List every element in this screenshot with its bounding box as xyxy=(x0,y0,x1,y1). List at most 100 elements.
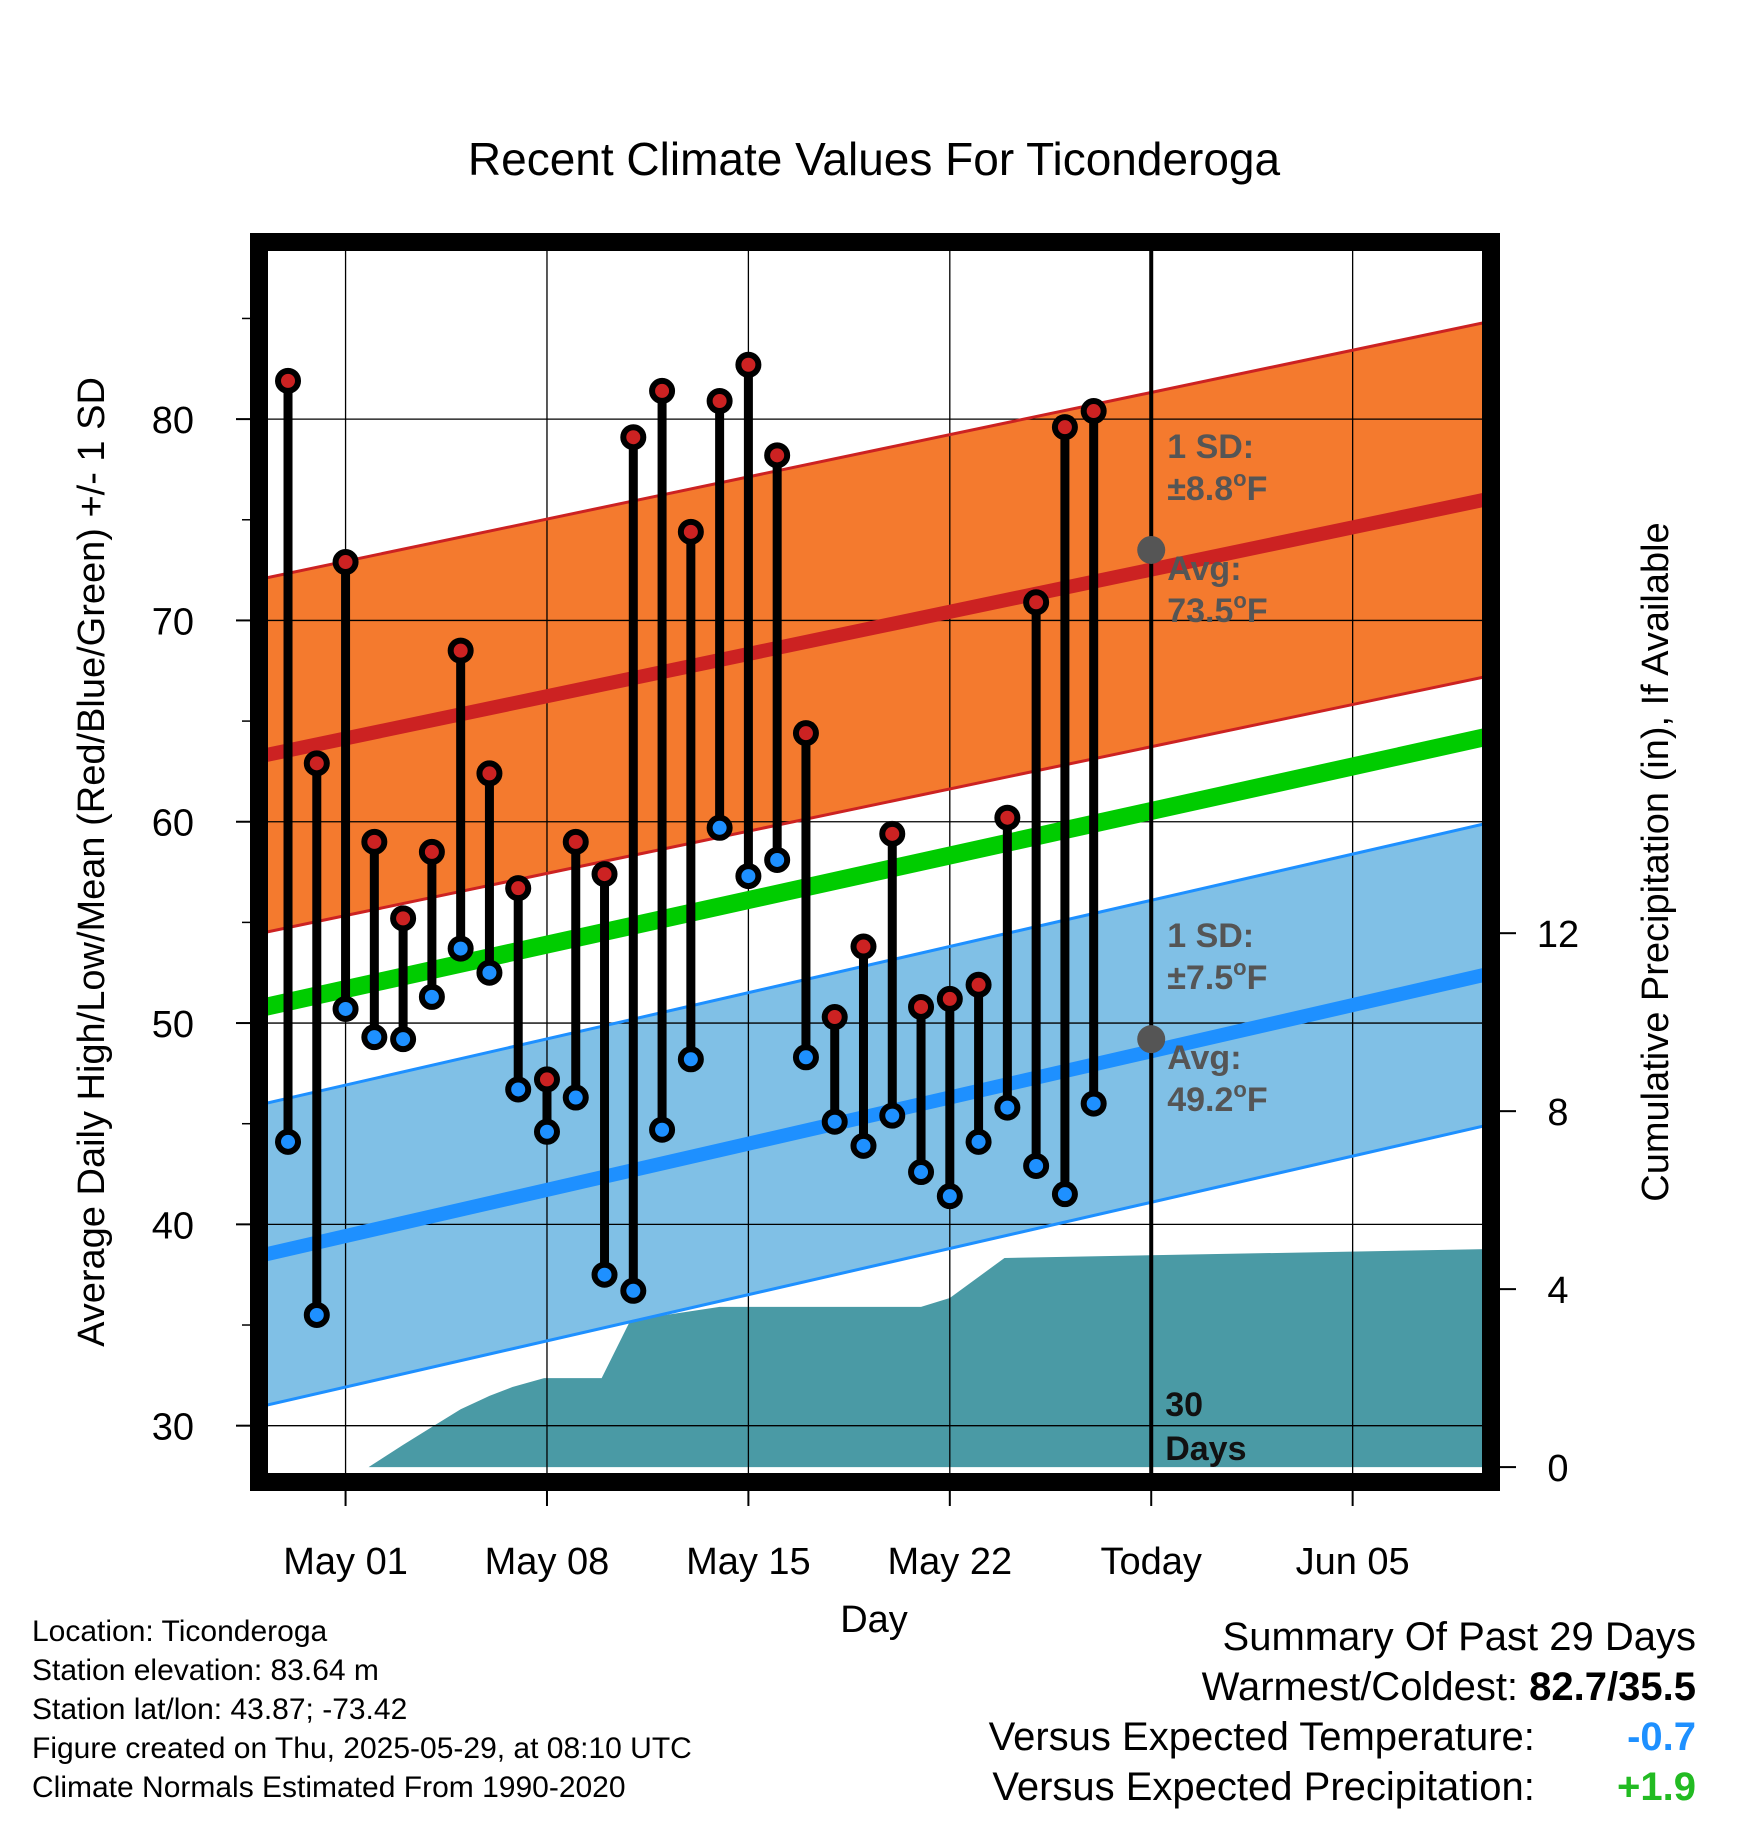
normals-text: Climate Normals Estimated From 1990-2020 xyxy=(32,1771,626,1804)
low-sd-value: ±7.5oF xyxy=(1167,955,1267,997)
daily-low-point xyxy=(649,1116,676,1143)
daily-low-point xyxy=(505,1076,532,1103)
precip-departure-label: Versus Expected Precipitation: xyxy=(992,1765,1535,1809)
y-tick-label: 40 xyxy=(152,1205,194,1247)
y2-axis-label: Cumulative Precipitation (in), If Availa… xyxy=(1635,522,1677,1201)
y2-tick-label: 12 xyxy=(1537,914,1579,956)
daily-low-point xyxy=(447,935,474,962)
daily-low-point xyxy=(620,1277,647,1304)
daily-high-point xyxy=(591,861,618,888)
plot-frame xyxy=(250,233,1500,1491)
daily-low-point xyxy=(275,1128,302,1155)
y-tick-label: 50 xyxy=(152,1004,194,1046)
daily-low-point xyxy=(361,1024,388,1051)
high-avg-value: 73.5oF xyxy=(1167,588,1267,630)
daily-high-point xyxy=(936,985,963,1012)
daily-low-point xyxy=(562,1084,589,1111)
high-avg-label: Avg: xyxy=(1167,550,1241,588)
created-text: Figure created on Thu, 2025-05-29, at 08… xyxy=(32,1732,692,1765)
location-text: Location: Ticonderoga xyxy=(32,1615,328,1648)
daily-high-point xyxy=(965,971,992,998)
low-avg-value: 49.2oF xyxy=(1167,1077,1267,1119)
daily-high-point xyxy=(390,905,417,932)
y-tick-label: 30 xyxy=(152,1407,194,1449)
low-avg-label: Avg: xyxy=(1167,1039,1241,1077)
daily-low-point xyxy=(792,1044,819,1071)
daily-high-point xyxy=(562,828,589,855)
daily-high-point xyxy=(620,424,647,451)
chart-title: Recent Climate Values For Ticonderoga xyxy=(468,133,1281,185)
daily-low-point xyxy=(908,1159,935,1186)
daily-low-point xyxy=(332,995,359,1022)
y2-tick-label: 8 xyxy=(1547,1092,1568,1134)
avg-mean-line xyxy=(265,728,1485,1016)
daily-high-point xyxy=(447,637,474,664)
daily-high-point xyxy=(879,820,906,847)
daily-high-point xyxy=(332,549,359,576)
daily-high-point xyxy=(275,367,302,394)
daily-high-point xyxy=(649,377,676,404)
daily-high-point xyxy=(792,720,819,747)
x-tick-label: May 01 xyxy=(283,1541,408,1583)
daily-low-point xyxy=(476,959,503,986)
precip-departure-value: +1.9 xyxy=(1617,1765,1696,1809)
high-band-lower-edge xyxy=(265,675,1485,934)
avg-low-line xyxy=(265,967,1485,1262)
y2-tick-label: 4 xyxy=(1547,1270,1568,1312)
today-high-marker xyxy=(1137,535,1166,564)
daily-high-point xyxy=(1023,589,1050,616)
daily-high-point xyxy=(361,828,388,855)
daily-low-point xyxy=(418,983,445,1010)
x-axis-label: Day xyxy=(840,1599,908,1641)
warmest-coldest-value: 82.7/35.5 xyxy=(1529,1665,1696,1709)
daily-high-point xyxy=(706,387,733,414)
high-sd-value: ±8.8oF xyxy=(1167,466,1267,508)
daily-high-point xyxy=(908,993,935,1020)
daily-high-point xyxy=(418,838,445,865)
daily-low-point xyxy=(936,1183,963,1210)
daily-low-point xyxy=(591,1261,618,1288)
summary-panel: Summary Of Past 29 Days Warmest/Coldest:… xyxy=(989,1612,1696,1812)
daily-low-point xyxy=(821,1108,848,1135)
daily-low-point xyxy=(1051,1181,1078,1208)
summary-warmest-coldest: Warmest/Coldest: 82.7/35.5 xyxy=(989,1662,1696,1712)
low-band-lower-edge xyxy=(265,1124,1485,1408)
daily-high-point xyxy=(303,750,330,777)
y-tick-label: 60 xyxy=(152,803,194,845)
latlon-text: Station lat/lon: 43.87; -73.42 xyxy=(32,1693,408,1726)
station-info: Location: Ticonderoga Station elevation:… xyxy=(32,1612,692,1807)
x-tick-label: Jun 05 xyxy=(1296,1541,1410,1583)
summary-precip: Versus Expected Precipitation: +1.9 xyxy=(989,1762,1696,1812)
daily-high-point xyxy=(821,1004,848,1031)
summary-temp: Versus Expected Temperature: -0.7 xyxy=(989,1712,1696,1762)
low-band-upper-edge xyxy=(265,822,1485,1106)
daily-low-point xyxy=(303,1301,330,1328)
elevation-text: Station elevation: 83.64 m xyxy=(32,1654,379,1687)
daily-high-point xyxy=(505,875,532,902)
daily-low-point xyxy=(706,814,733,841)
temp-departure-value: -0.7 xyxy=(1627,1715,1696,1759)
daily-low-point xyxy=(735,863,762,890)
avg-high-line xyxy=(265,492,1485,763)
daily-high-point xyxy=(1080,398,1107,425)
x-tick-label: May 22 xyxy=(887,1541,1012,1583)
daily-low-point xyxy=(850,1132,877,1159)
daily-low-point xyxy=(390,1026,417,1053)
y-axis-label: Average Daily High/Low/Mean (Red/Blue/Gr… xyxy=(71,377,113,1347)
today-low-marker xyxy=(1137,1025,1166,1054)
period-label-unit: Days xyxy=(1165,1430,1246,1468)
daily-high-point xyxy=(850,933,877,960)
daily-high-point xyxy=(476,760,503,787)
daily-low-point xyxy=(1080,1090,1107,1117)
period-label-number: 30 xyxy=(1165,1386,1203,1424)
daily-low-point xyxy=(879,1102,906,1129)
warmest-coldest-label: Warmest/Coldest: xyxy=(1201,1665,1519,1709)
daily-low-point xyxy=(677,1046,704,1073)
y-tick-label: 80 xyxy=(152,400,194,442)
daily-high-point xyxy=(1051,414,1078,441)
x-tick-label: Today xyxy=(1101,1541,1202,1583)
daily-low-point xyxy=(994,1094,1021,1121)
precip-area xyxy=(368,1249,1485,1468)
low-sd-label: 1 SD: xyxy=(1167,917,1254,955)
summary-heading: Summary Of Past 29 Days xyxy=(1222,1615,1696,1659)
